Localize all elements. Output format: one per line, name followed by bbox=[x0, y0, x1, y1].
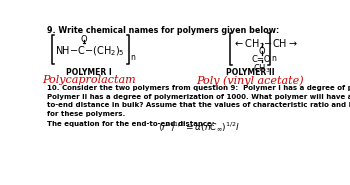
Text: n: n bbox=[130, 53, 135, 62]
Text: Polycaprolactam: Polycaprolactam bbox=[42, 75, 135, 85]
Text: Polymer II has a degree of polymerization of 1000. What polymer will have a high: Polymer II has a degree of polymerizatio… bbox=[47, 94, 350, 100]
Text: for these polymers.: for these polymers. bbox=[47, 111, 125, 117]
Text: $\mathregular{\leftarrow CH_2{-}CH\rightarrow}$: $\mathregular{\leftarrow CH_2{-}CH\right… bbox=[233, 38, 298, 51]
Text: $\mathregular{NH{-}C{-}(CH_2)_5}$: $\mathregular{NH{-}C{-}(CH_2)_5}$ bbox=[55, 45, 125, 58]
Text: $\langle r^2 \rangle^{1/2} = \alpha(nC_\infty)^{1/2}l$: $\langle r^2 \rangle^{1/2} = \alpha(nC_\… bbox=[159, 121, 240, 133]
Text: O: O bbox=[258, 47, 265, 56]
Text: POLYMER I: POLYMER I bbox=[66, 68, 112, 77]
Text: POLYMER II: POLYMER II bbox=[226, 68, 274, 77]
Text: $\mathregular{CH_3}$: $\mathregular{CH_3}$ bbox=[253, 62, 270, 75]
Text: Poly (vinyl acetate): Poly (vinyl acetate) bbox=[196, 75, 304, 86]
Text: O: O bbox=[81, 35, 88, 44]
Text: 10. Consider the two polymers from question 9:  Polymer I has a degree of polyme: 10. Consider the two polymers from quest… bbox=[47, 85, 350, 91]
Text: C=O: C=O bbox=[252, 55, 271, 63]
Text: 9. Write chemical names for polymers given below:: 9. Write chemical names for polymers giv… bbox=[47, 26, 279, 35]
Text: to-end distance in bulk? Assume that the values of characteristic ratio and bond: to-end distance in bulk? Assume that the… bbox=[47, 102, 350, 108]
Text: The equation for the end-to-end distance:: The equation for the end-to-end distance… bbox=[47, 121, 214, 127]
Text: n: n bbox=[271, 54, 276, 63]
